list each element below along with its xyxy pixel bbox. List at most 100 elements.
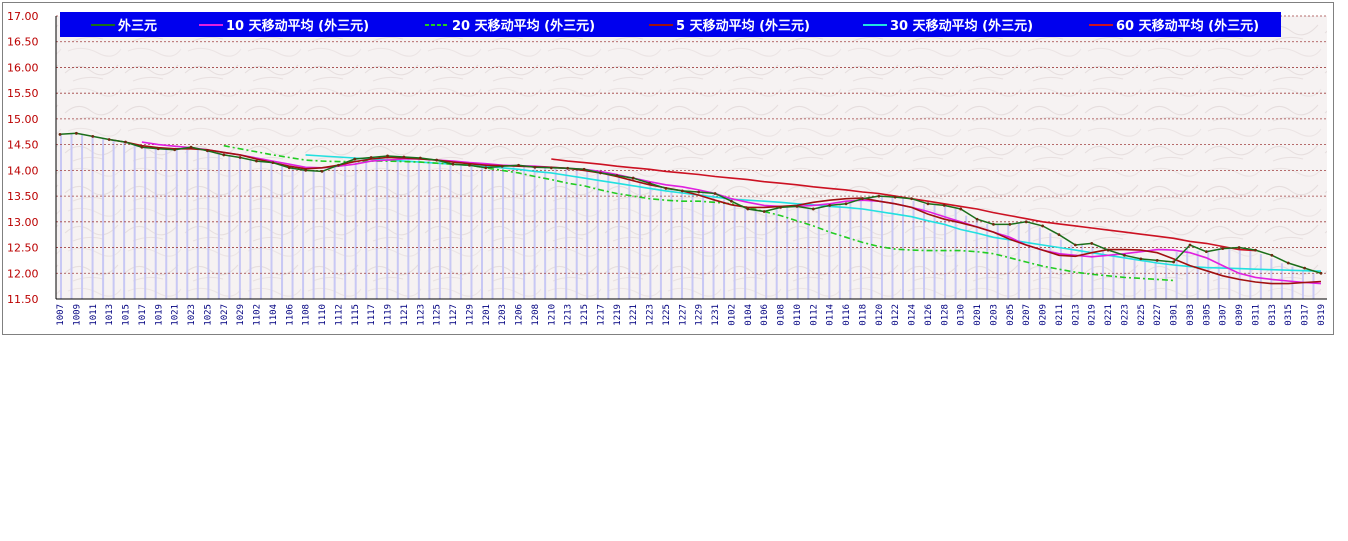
series-point (353, 157, 357, 161)
volume-bar (1312, 273, 1315, 299)
series-point (1270, 253, 1274, 257)
volume-bar (270, 162, 273, 299)
x-tick-label: 0219 (1088, 304, 1098, 326)
x-tick-label: 1112 (334, 304, 344, 326)
series-point (74, 131, 78, 135)
x-tick-label: 1106 (285, 304, 295, 326)
volume-bar (1028, 223, 1031, 299)
volume-bar (196, 148, 199, 299)
x-tick-label: 1225 (662, 304, 672, 326)
volume-bar (975, 220, 978, 299)
volume-bar (1259, 254, 1262, 299)
series-point (337, 163, 340, 167)
x-tick-label: 0130 (957, 304, 967, 326)
series-lines (58, 131, 1323, 285)
series-point (304, 168, 308, 172)
volume-bar (849, 201, 852, 299)
y-tick-label: 17.00 (7, 10, 39, 23)
x-tick-label: 0317 (1301, 304, 1311, 326)
volume-bar (933, 204, 936, 299)
legend-label: 20 天移动平均 (外三元) (452, 18, 595, 34)
volume-bar (323, 170, 326, 299)
volume-bar (249, 159, 252, 299)
x-tick-label: 0213 (1071, 304, 1081, 326)
x-tick-label: 0114 (826, 304, 836, 326)
x-tick-label: 0205 (1006, 304, 1016, 326)
x-tick-label: 0108 (777, 304, 787, 326)
volume-bar (859, 198, 862, 299)
y-tick-label: 13.00 (7, 216, 39, 229)
volume-bar (112, 140, 115, 299)
x-tick-label: 0307 (1219, 304, 1229, 326)
volume-bar (1196, 250, 1199, 299)
x-tick-label: 0311 (1251, 304, 1261, 326)
x-tick-label: 1029 (236, 304, 246, 326)
x-tick-label: 0223 (1120, 304, 1130, 326)
x-tick-label: 0126 (924, 304, 934, 326)
volume-bar (838, 203, 841, 299)
y-tick-label: 14.00 (7, 164, 39, 177)
x-tick-label: 1217 (596, 304, 606, 326)
legend-label: 60 天移动平均 (外三元) (1116, 18, 1259, 34)
series-point (402, 155, 406, 159)
volume-bar (165, 149, 168, 299)
x-tick-label: 1125 (433, 304, 443, 326)
volume-bar (754, 210, 757, 299)
volume-bar (996, 224, 999, 299)
volume-bar (628, 177, 631, 299)
volume-bar (1207, 250, 1210, 299)
volume-bar (81, 134, 84, 299)
volume-bar (1144, 259, 1147, 299)
chart-frame: 17.00 16.50 16.00 15.50 15.00 14.50 14.00 13.50… (2, 2, 1334, 335)
x-tick-label: 0104 (744, 304, 754, 326)
volume-bar (554, 168, 557, 299)
volume-bar (1038, 227, 1041, 299)
volume-bar (1070, 244, 1073, 299)
x-tick-label: 1023 (187, 304, 197, 326)
volume-bar (702, 192, 705, 299)
volume-bar (765, 210, 768, 299)
x-tick-label: 1110 (318, 304, 328, 326)
volume-bar (1217, 248, 1220, 299)
series-point (107, 138, 111, 141)
volume-bar (354, 158, 357, 299)
volume-bar (512, 165, 515, 299)
legend-label: 10 天移动平均 (外三元) (226, 18, 369, 34)
volume-bar (186, 147, 189, 299)
x-tick-label: 1206 (515, 304, 525, 326)
series-point (369, 156, 373, 159)
y-tick-label: 16.00 (7, 61, 39, 74)
series-point (942, 203, 946, 207)
volume-bar (407, 157, 410, 299)
volume-bar (796, 207, 799, 299)
x-tick-labels: 1007 1009 1011 1013 1015 1017 1019 1021 1023 1025… (56, 304, 1327, 326)
series-point (680, 189, 684, 193)
x-tick-label: 0110 (793, 304, 803, 326)
series-point (910, 197, 913, 201)
x-tick-label: 1119 (384, 304, 394, 326)
volume-bar (333, 166, 336, 299)
x-tick-label: 1219 (613, 304, 623, 326)
x-tick-label: 1215 (580, 304, 590, 326)
series-point (58, 132, 62, 136)
volume-bar (175, 149, 178, 299)
volume-bar (123, 141, 126, 299)
volume-bar (1249, 250, 1252, 299)
x-tick-label: 0313 (1268, 304, 1278, 326)
series-point (533, 165, 537, 169)
x-tick-label: 0315 (1284, 304, 1294, 326)
volume-bar (459, 164, 462, 299)
series-point (1123, 253, 1126, 257)
y-tick-label: 11.50 (7, 293, 39, 306)
x-tick-label: 1203 (498, 304, 508, 326)
series-point (959, 207, 963, 211)
volume-bar (965, 215, 968, 299)
x-tick-label: 0116 (842, 304, 852, 326)
volume-bar (617, 176, 620, 299)
series-line-0 (59, 132, 1322, 275)
x-tick-label: 1108 (302, 304, 312, 326)
x-tick-label: 0120 (875, 304, 885, 326)
volume-bar (607, 174, 610, 299)
volume-bar (312, 170, 315, 299)
legend-label: 外三元 (117, 18, 157, 34)
